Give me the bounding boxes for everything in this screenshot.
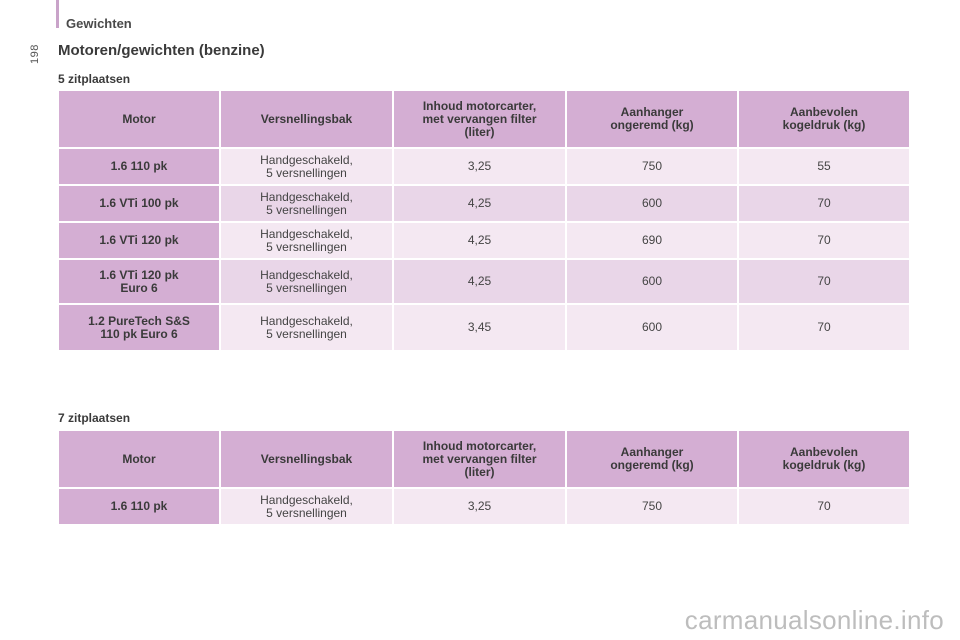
cell-motor: 1.2 PureTech S&S 110 pk Euro 6 [59,305,219,350]
cell-oil-capacity: 3,45 [394,305,565,350]
table-5-label: 5 zitplaatsen [58,72,131,86]
table-row: 1.6 110 pk Handgeschakeld, 5 versnellingen… [59,149,909,184]
cell-nose-weight: 70 [739,223,909,258]
cell-nose-weight: 55 [739,149,909,184]
cell-oil-capacity: 3,25 [394,149,565,184]
table-row: 1.6 110 pk Handgeschakeld, 5 versnellingen… [59,489,909,524]
cell-nose-weight: 70 [739,305,909,350]
cell-motor: 1.6 VTi 100 pk [59,186,219,221]
table-row: 1.6 VTi 100 pk Handgeschakeld, 5 versnelli… [59,186,909,221]
cell-gearbox: Handgeschakeld, 5 versnellingen [221,489,392,524]
table-header-row: Motor Versnellingsbak Inhoud motorcarter… [59,431,909,487]
col-header-nose-weight: Aanbevolen kogeldruk (kg) [739,431,909,487]
cell-trailer-unbraked: 600 [567,305,737,350]
table-header-row: Motor Versnellingsbak Inhoud motorcarter… [59,91,909,147]
cell-oil-capacity: 4,25 [394,260,565,303]
page-number: 198 [29,44,41,64]
cell-trailer-unbraked: 750 [567,489,737,524]
cell-trailer-unbraked: 600 [567,260,737,303]
cell-motor: 1.6 110 pk [59,149,219,184]
cell-gearbox: Handgeschakeld, 5 versnellingen [221,260,392,303]
col-header-trailer-unbraked: Aanhanger ongeremd (kg) [567,431,737,487]
weights-table-7-seats: Motor Versnellingsbak Inhoud motorcarter… [57,429,911,526]
col-header-gearbox: Versnellingsbak [221,91,392,147]
table-row: 1.2 PureTech S&S 110 pk Euro 6 Handgeschak… [59,305,909,350]
col-header-gearbox: Versnellingsbak [221,431,392,487]
col-header-oil-capacity: Inhoud motorcarter, met vervangen filter(… [394,91,565,147]
cell-nose-weight: 70 [739,186,909,221]
table-row: 1.6 VTi 120 pk Euro 6 Handgeschakeld, 5 ver… [59,260,909,303]
section-marker [56,0,59,28]
cell-gearbox: Handgeschakeld, 5 versnellingen [221,149,392,184]
cell-trailer-unbraked: 690 [567,223,737,258]
cell-oil-capacity: 3,25 [394,489,565,524]
weights-table-5-seats: Motor Versnellingsbak Inhoud motorcarter… [57,89,911,352]
cell-gearbox: Handgeschakeld, 5 versnellingen [221,186,392,221]
section-heading: Gewichten [66,16,132,31]
cell-trailer-unbraked: 600 [567,186,737,221]
col-header-motor: Motor [59,91,219,147]
cell-oil-capacity: 4,25 [394,186,565,221]
watermark: carmanualsonline.info [684,605,944,635]
page-title: Motoren/gewichten (benzine) [58,42,265,59]
col-header-motor: Motor [59,431,219,487]
table-row: 1.6 VTi 120 pk Handgeschakeld, 5 versnelli… [59,223,909,258]
col-header-oil-capacity: Inhoud motorcarter, met vervangen filter(… [394,431,565,487]
cell-nose-weight: 70 [739,489,909,524]
cell-motor: 1.6 110 pk [59,489,219,524]
cell-gearbox: Handgeschakeld, 5 versnellingen [221,223,392,258]
table-7-label: 7 zitplaatsen [58,411,131,425]
cell-oil-capacity: 4,25 [394,223,565,258]
col-header-nose-weight: Aanbevolen kogeldruk (kg) [739,91,909,147]
cell-gearbox: Handgeschakeld, 5 versnellingen [221,305,392,350]
cell-trailer-unbraked: 750 [567,149,737,184]
cell-motor: 1.6 VTi 120 pk Euro 6 [59,260,219,303]
cell-nose-weight: 70 [739,260,909,303]
cell-motor: 1.6 VTi 120 pk [59,223,219,258]
col-header-trailer-unbraked: Aanhanger ongeremd (kg) [567,91,737,147]
